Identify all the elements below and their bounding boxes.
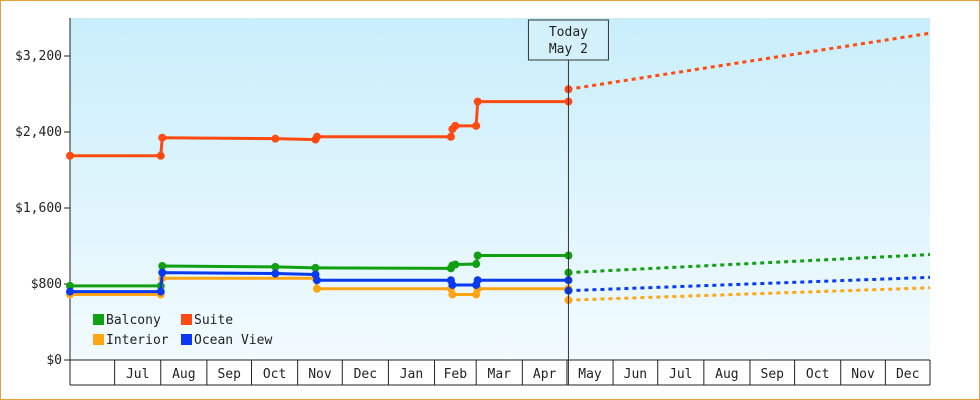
today-label-line2: May 2 <box>549 42 588 57</box>
data-point <box>158 133 167 142</box>
x-tick-label: Aug <box>172 367 195 382</box>
y-tick-label: $1,600 <box>15 201 62 216</box>
x-tick-label: Feb <box>444 367 468 382</box>
legend-label: Balcony <box>106 313 161 328</box>
data-point <box>66 151 74 160</box>
data-point <box>451 121 460 130</box>
x-tick-label: Nov <box>851 367 875 382</box>
data-point <box>156 287 165 296</box>
legend-label: Interior <box>106 333 169 348</box>
x-axis: Jul Aug Sep Oct Nov Dec Jan Feb Mar Apr May Jun Jul A… <box>70 359 931 386</box>
x-tick-label: Jul <box>126 367 149 382</box>
today-label-box <box>527 19 609 61</box>
data-point <box>446 132 455 141</box>
data-point <box>312 132 321 141</box>
data-point <box>448 290 457 299</box>
data-point <box>473 251 482 260</box>
series-ocean-view <box>66 268 931 296</box>
x-tick-label: Sep <box>761 367 785 382</box>
legend-label: Suite <box>194 313 233 328</box>
y-axis: $0 $800 $1,600 $2,400 $3,200 <box>15 18 71 385</box>
y-tick-label: $800 <box>31 277 62 292</box>
x-tick-label: Apr <box>533 367 557 382</box>
data-point <box>448 280 457 289</box>
x-tick-label: Oct <box>263 367 286 382</box>
legend-swatch <box>181 334 192 345</box>
x-tick-label: Dec <box>354 367 377 382</box>
legend: Balcony Suite Interior Ocean View <box>93 313 272 348</box>
data-point <box>312 276 321 285</box>
data-point <box>158 261 167 270</box>
legend-label: Ocean View <box>194 333 272 348</box>
data-point <box>311 263 320 272</box>
x-tick-label: May <box>578 367 602 382</box>
data-point <box>472 260 481 269</box>
y-tick-label: $2,400 <box>15 125 62 140</box>
today-label-line1: Today <box>549 25 588 40</box>
x-tick-label: Jan <box>400 367 423 382</box>
legend-swatch <box>181 314 192 325</box>
series-layer <box>66 31 931 305</box>
data-point <box>312 284 321 293</box>
x-tick-label: Mar <box>488 367 512 382</box>
y-tick-label: $0 <box>46 353 62 368</box>
x-tick-label: Nov <box>308 367 332 382</box>
data-point <box>271 262 280 271</box>
y-tick-label: $3,200 <box>15 49 62 64</box>
data-point <box>66 287 74 296</box>
legend-swatch <box>93 334 104 345</box>
legend-swatch <box>93 314 104 325</box>
forecast-line <box>568 31 931 91</box>
x-tick-label: Jul <box>669 367 692 382</box>
x-tick-label: Sep <box>217 367 241 382</box>
data-point <box>473 276 482 285</box>
x-tick-label: Oct <box>806 367 829 382</box>
plot-area <box>70 18 930 360</box>
data-point <box>156 151 165 160</box>
data-point <box>451 260 460 269</box>
data-point <box>271 134 280 143</box>
data-point <box>473 97 482 106</box>
data-point <box>472 121 481 130</box>
data-point <box>271 269 280 278</box>
x-tick-label: Dec <box>896 367 919 382</box>
data-point <box>158 268 167 277</box>
series-suite <box>66 31 931 160</box>
today-marker: Today May 2 <box>527 19 609 385</box>
x-tick-label: Jun <box>624 367 647 382</box>
data-point <box>66 281 74 290</box>
x-tick-label: Aug <box>715 367 738 382</box>
